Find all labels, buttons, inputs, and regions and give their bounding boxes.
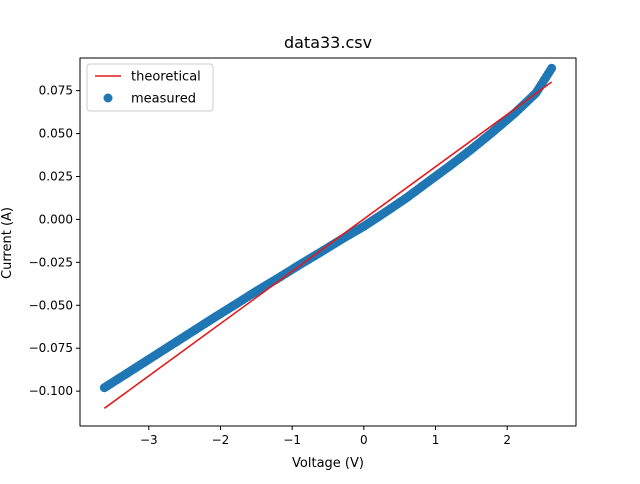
y-tick-label: −0.100 (29, 384, 73, 398)
y-tick-label: −0.075 (29, 341, 73, 355)
x-tick-label: 0 (360, 433, 368, 447)
axes-frame (79, 57, 577, 427)
x-axis-label: Voltage (V) (292, 456, 364, 471)
plot-area (99, 63, 557, 409)
y-axis-label: Current (A) (0, 207, 15, 279)
axes: −3 −2 −1 0 1 2 −0.100 −0.075 −0.050 −0.025 0.000 0.… (29, 57, 577, 447)
y-tick-label: 0.000 (39, 212, 73, 226)
legend-point-marker (103, 93, 113, 103)
legend: theoretical measured (86, 63, 214, 112)
legend-label-theoretical: theoretical (131, 70, 201, 85)
y-tick-label: −0.050 (29, 298, 73, 312)
x-tick-label: −1 (283, 433, 301, 447)
y-tick-label: 0.025 (39, 169, 73, 183)
y-tick-label: −0.025 (29, 255, 73, 269)
y-tick-label: 0.050 (39, 127, 73, 141)
x-tick-label: −2 (212, 433, 230, 447)
legend-label-measured: measured (131, 92, 196, 107)
theoretical-line (103, 81, 553, 409)
x-tick-label: 2 (503, 433, 511, 447)
measured-point (547, 63, 557, 73)
x-tick-label: −3 (140, 433, 158, 447)
chart-title: data33.csv (284, 33, 372, 52)
y-tick-label: 0.075 (39, 84, 73, 98)
x-tick-label: 1 (432, 433, 440, 447)
